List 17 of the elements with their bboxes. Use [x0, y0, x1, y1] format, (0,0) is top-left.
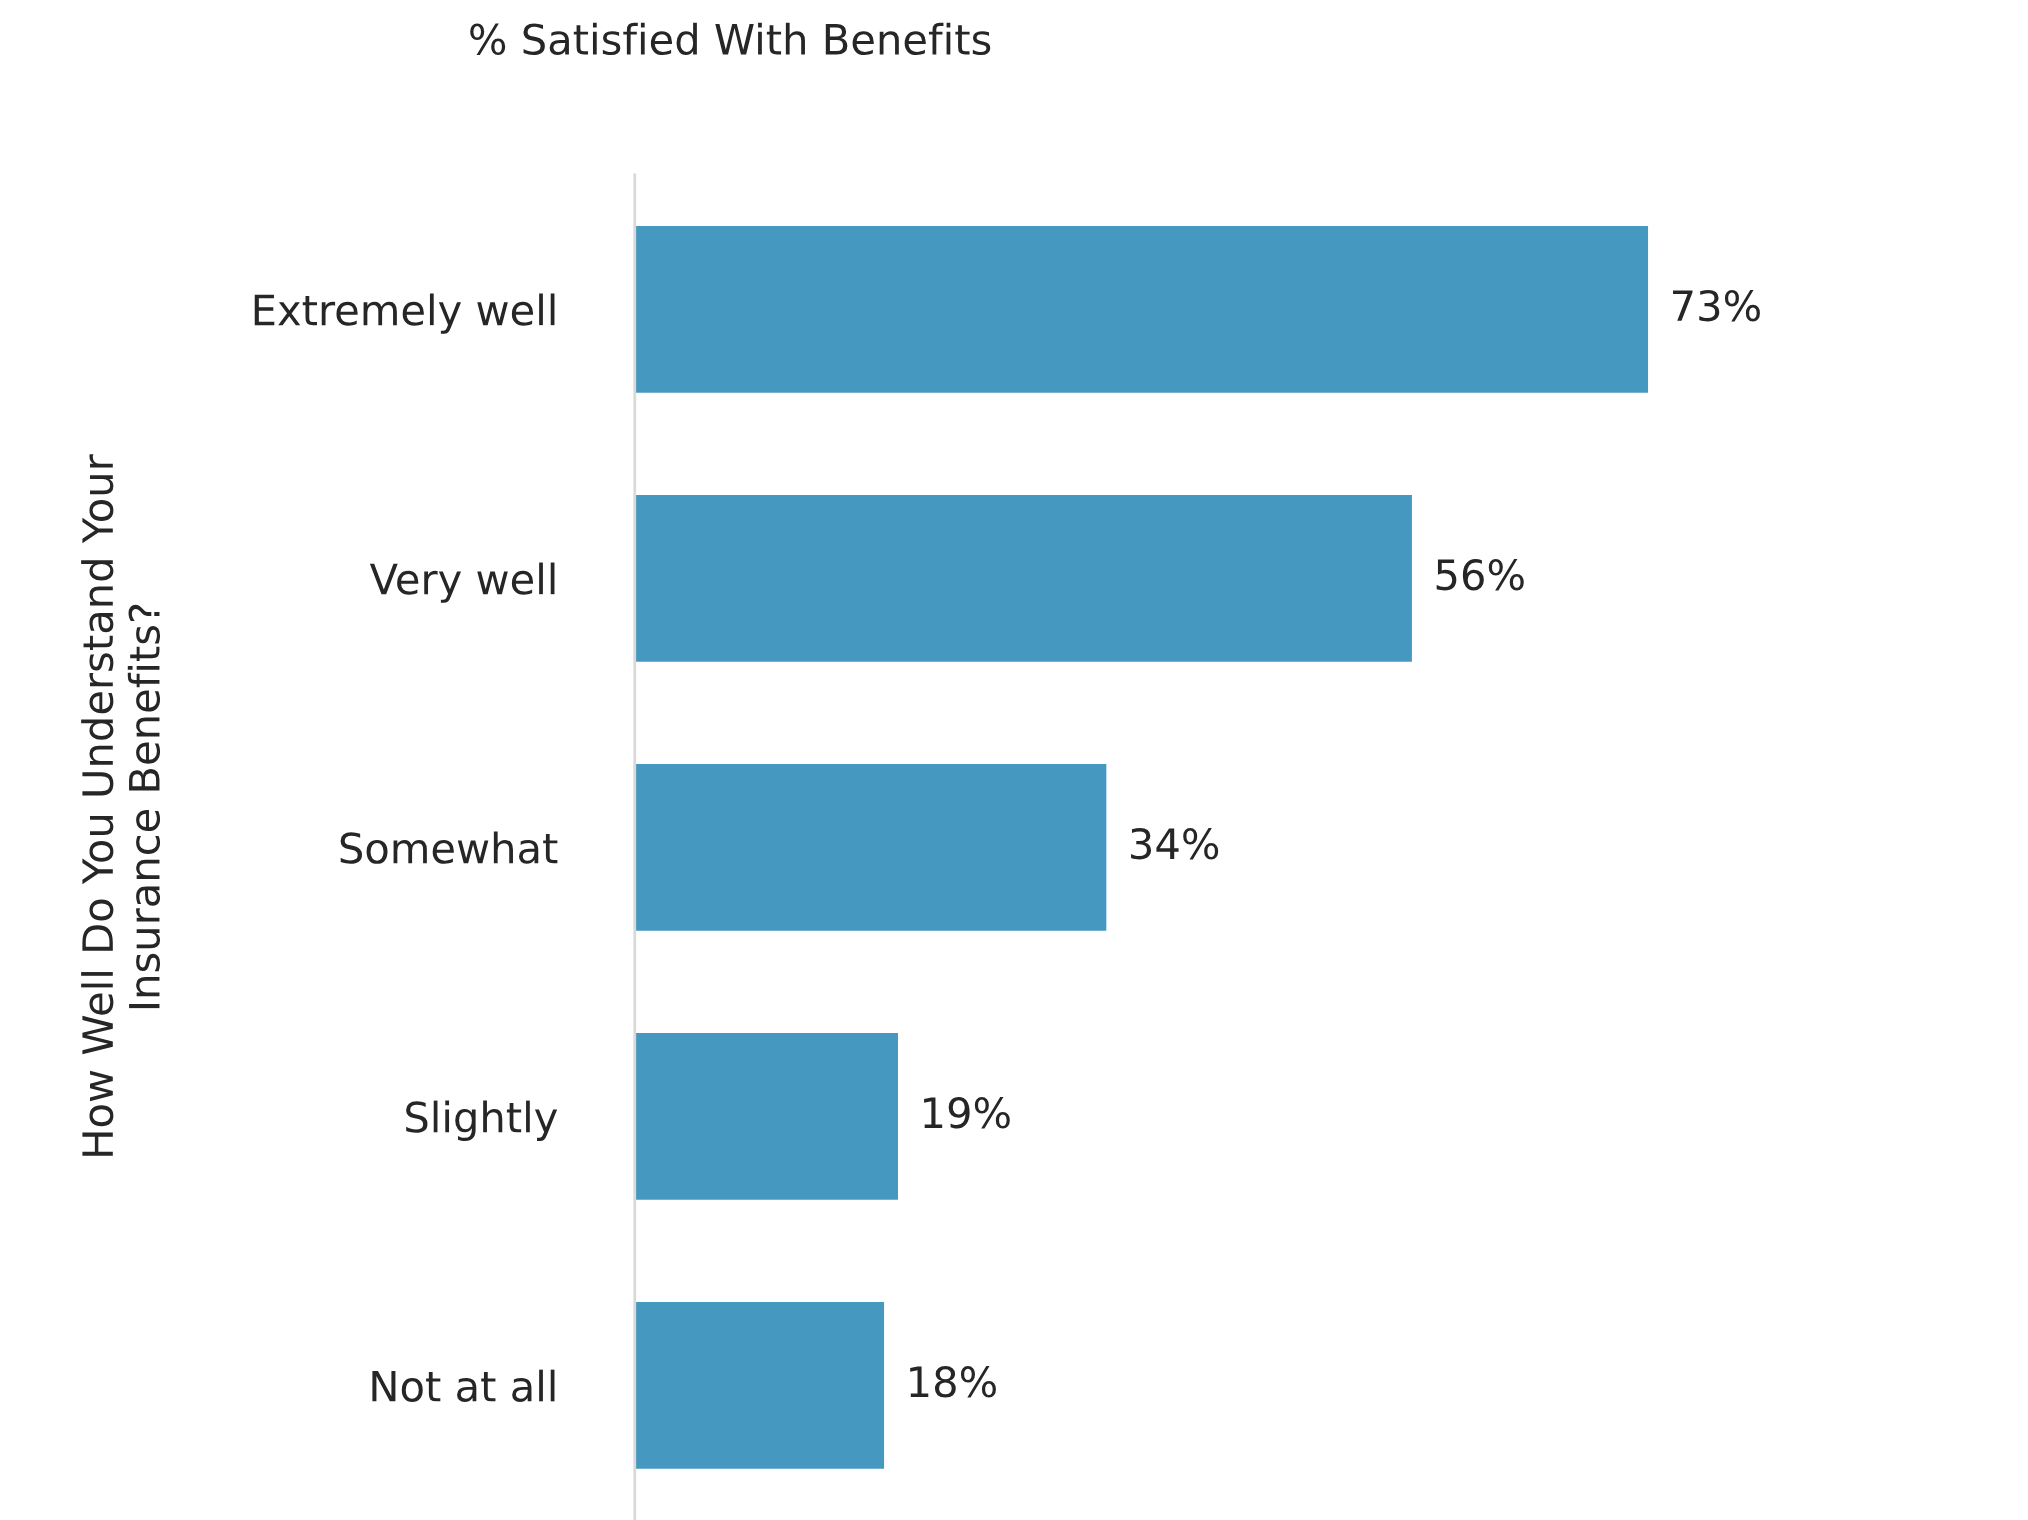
y-tick-label: Not at all [372, 1369, 555, 1402]
y-tick-label: Extremely well [254, 293, 555, 334]
bar [634, 493, 1414, 664]
data-label: 56% [1436, 558, 1524, 591]
chart-title: % Satisfied With Benefits [470, 22, 991, 56]
data-label: 34% [1131, 827, 1219, 860]
bar [634, 762, 1108, 933]
y-tick-label: Very well [369, 562, 555, 603]
data-label: 73% [1673, 289, 1760, 322]
data-label: 19% [924, 1097, 1010, 1129]
y-tick-label: Somewhat [340, 831, 558, 864]
data-label: 18% [910, 1366, 996, 1398]
bar [634, 1031, 900, 1202]
y-tick-label: Slightly [406, 1100, 558, 1141]
bar [634, 1300, 886, 1471]
y-axis-title: How Well Do You Understand Your Insurance Benefits? [81, 454, 161, 1156]
bar [634, 224, 1650, 395]
